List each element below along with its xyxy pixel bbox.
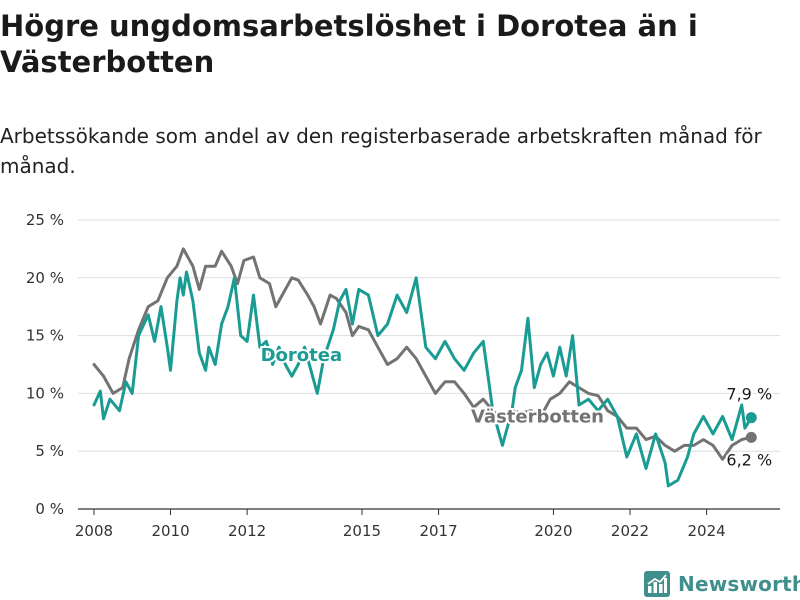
x-tick-label: 2012: [228, 522, 266, 540]
series-label: Dorotea: [261, 345, 343, 366]
end-value-label: 6,2 %: [726, 450, 772, 469]
x-tick-label: 2017: [419, 522, 457, 540]
end-point-dorotea: [745, 412, 757, 424]
x-tick-label: 2024: [688, 522, 726, 540]
y-axis-tick-labels: 0 % 5 % 10 % 15 % 20 % 25 %: [26, 211, 64, 518]
y-tick-label: 25 %: [26, 211, 64, 229]
gridlines: [78, 219, 780, 510]
series-lines: [92, 247, 757, 488]
newsworthy-logo: Newsworthy: [644, 569, 800, 599]
y-tick-label: 5 %: [35, 442, 64, 460]
brand-name: Newsworthy: [678, 572, 800, 596]
bar-chart-logo-icon: [644, 571, 670, 597]
series-label: Västerbotten: [471, 406, 604, 427]
y-tick-label: 15 %: [26, 327, 64, 345]
series-line-vasterbotten: [92, 247, 753, 461]
series-line-dorotea: [92, 270, 753, 488]
chart-subtitle: Arbetssökande som andel av den registerb…: [0, 124, 762, 178]
end-value-label: 7,9 %: [726, 385, 772, 404]
y-tick-label: 10 %: [26, 384, 64, 402]
x-tick-label: 2015: [343, 522, 381, 540]
chart-title: Högre ungdomsarbetslöshet i Dorotea än i…: [0, 9, 698, 79]
x-tick-label: 2010: [151, 522, 189, 540]
y-tick-label: 0 %: [35, 500, 64, 518]
x-tick-label: 2022: [611, 522, 649, 540]
y-tick-label: 20 %: [26, 269, 64, 287]
x-axis-tick-labels: 2008 2010 2012 2015 2017 2020 2022 2024: [75, 509, 726, 540]
end-point-vasterbotten: [745, 431, 757, 443]
x-tick-label: 2020: [534, 522, 572, 540]
x-tick-label: 2008: [75, 522, 113, 540]
series-labels: Dorotea Västerbotten 6,2 % 7,9 %: [259, 343, 775, 471]
